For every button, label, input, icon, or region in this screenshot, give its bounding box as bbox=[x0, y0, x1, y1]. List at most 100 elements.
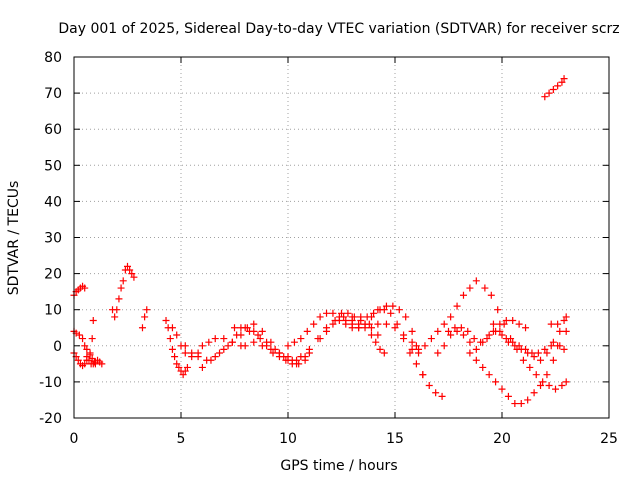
data-point bbox=[408, 327, 416, 335]
data-point bbox=[271, 345, 279, 353]
data-point bbox=[489, 320, 497, 328]
data-point bbox=[500, 320, 508, 328]
y-tick-label: 40 bbox=[44, 194, 62, 210]
data-point bbox=[376, 306, 384, 314]
data-point bbox=[282, 356, 290, 364]
data-point bbox=[509, 338, 517, 346]
series-arc-f bbox=[138, 306, 151, 332]
y-tick-label: 80 bbox=[44, 50, 62, 66]
data-point bbox=[549, 338, 557, 346]
data-point bbox=[74, 356, 82, 364]
data-point bbox=[509, 317, 517, 325]
data-point bbox=[250, 320, 258, 328]
data-point bbox=[415, 345, 423, 353]
data-point bbox=[472, 356, 480, 364]
data-point bbox=[124, 262, 131, 270]
series-arc-v bbox=[541, 75, 568, 101]
data-point bbox=[220, 335, 228, 343]
data-point bbox=[421, 342, 429, 350]
data-point bbox=[522, 324, 530, 332]
series-arc-l bbox=[284, 306, 446, 400]
data-point bbox=[181, 342, 189, 350]
data-point bbox=[440, 342, 448, 350]
data-point bbox=[432, 389, 440, 397]
y-tick-label: 0 bbox=[53, 339, 62, 355]
grid bbox=[74, 57, 609, 418]
data-point bbox=[498, 385, 506, 393]
y-tick-label: 70 bbox=[44, 86, 62, 102]
data-point bbox=[502, 317, 510, 325]
data-point bbox=[117, 284, 125, 292]
data-point bbox=[524, 396, 532, 404]
data-point bbox=[241, 342, 249, 350]
data-point bbox=[83, 353, 91, 361]
data-point bbox=[438, 392, 446, 400]
data-point bbox=[338, 309, 345, 317]
y-tick-label: 20 bbox=[44, 267, 62, 283]
data-point bbox=[445, 327, 452, 335]
data-point bbox=[408, 345, 416, 353]
data-point bbox=[549, 356, 557, 364]
data-point bbox=[119, 277, 127, 285]
series-arc-t bbox=[481, 284, 570, 393]
data-point bbox=[494, 306, 502, 314]
data-point bbox=[171, 353, 179, 361]
x-tick-label: 0 bbox=[70, 431, 79, 447]
data-point bbox=[453, 327, 461, 335]
data-point bbox=[113, 306, 121, 314]
series-arc-i bbox=[181, 313, 420, 364]
y-tick-labels: -20 -10 0 10 20 30 40 50 60 70 80 bbox=[39, 50, 62, 427]
data-point bbox=[231, 324, 238, 332]
data-point bbox=[558, 382, 566, 390]
x-tick-label: 5 bbox=[177, 431, 186, 447]
data-point bbox=[447, 313, 455, 321]
data-point bbox=[254, 331, 262, 339]
x-tick-labels: 0 5 10 15 20 25 bbox=[70, 431, 618, 447]
data-point bbox=[562, 327, 570, 335]
data-point bbox=[348, 317, 356, 325]
data-point bbox=[515, 342, 523, 350]
data-point bbox=[303, 327, 311, 335]
data-point bbox=[75, 331, 83, 339]
data-point bbox=[250, 338, 258, 346]
data-point bbox=[464, 327, 472, 335]
data-point bbox=[526, 363, 534, 371]
data-point bbox=[363, 313, 371, 321]
data-point bbox=[297, 335, 305, 343]
data-point bbox=[543, 349, 551, 357]
data-point bbox=[545, 382, 553, 390]
data-point bbox=[179, 371, 187, 379]
data-point bbox=[382, 302, 390, 310]
data-point bbox=[537, 382, 545, 390]
data-point bbox=[329, 309, 337, 317]
data-point bbox=[498, 331, 506, 339]
data-point bbox=[547, 320, 555, 328]
data-point bbox=[530, 353, 538, 361]
data-point bbox=[522, 345, 530, 353]
data-point bbox=[329, 320, 337, 328]
data-point bbox=[323, 309, 331, 317]
y-axis-label: SDTVAR / TECUs bbox=[6, 181, 22, 296]
data-point bbox=[361, 324, 369, 332]
data-point bbox=[216, 349, 224, 357]
series-arc-d bbox=[83, 353, 106, 368]
data-point bbox=[552, 385, 559, 393]
y-tick-label: 10 bbox=[44, 303, 62, 319]
data-point bbox=[558, 78, 566, 86]
data-point bbox=[447, 331, 455, 339]
data-point bbox=[228, 338, 236, 346]
series-arc-o bbox=[348, 317, 388, 357]
data-point bbox=[141, 313, 149, 321]
data-point bbox=[530, 389, 538, 397]
data-point bbox=[419, 371, 427, 379]
data-point bbox=[173, 331, 181, 339]
series-arc-g bbox=[162, 317, 191, 379]
data-point bbox=[453, 302, 461, 310]
data-point bbox=[395, 306, 403, 314]
data-point bbox=[554, 320, 562, 328]
data-point bbox=[81, 360, 89, 368]
data-point bbox=[288, 360, 296, 368]
data-point bbox=[316, 313, 324, 321]
y-tick-label: -20 bbox=[39, 411, 62, 427]
